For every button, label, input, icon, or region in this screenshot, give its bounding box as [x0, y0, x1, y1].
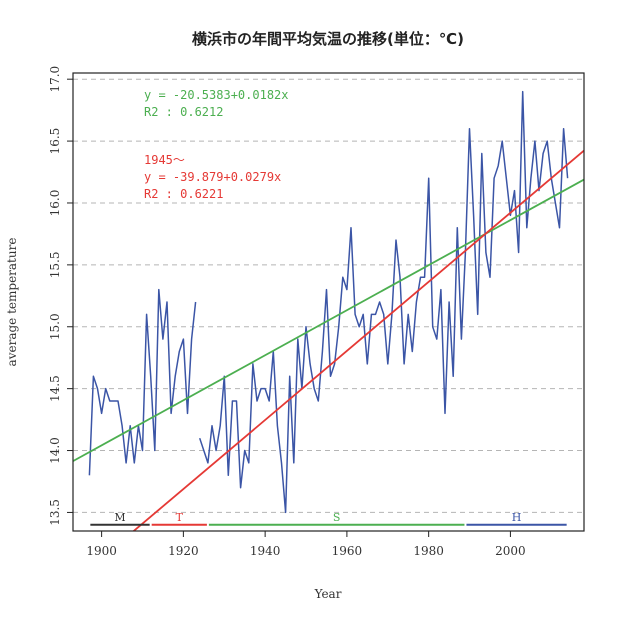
- temperature-line-segment-0: [88, 288, 197, 476]
- grid: [73, 78, 584, 513]
- x-tick-label: 1920: [168, 544, 199, 558]
- chart-title: 横浜市の年間平均気温の推移(単位：℃): [192, 30, 464, 48]
- x-axis-label: Year: [314, 587, 342, 601]
- y-tick-label: 14.5: [48, 375, 62, 402]
- regression-line-2: [132, 149, 584, 531]
- y-axis-label: average temperature: [5, 238, 19, 367]
- y-tick-label: 15.5: [48, 252, 62, 279]
- annotations: y = -20.5383+0.0182x R2 : 0.6212 1945～ y = …: [144, 88, 289, 201]
- y-tick-label: 17.0: [48, 66, 62, 93]
- era-label-T: T: [176, 511, 184, 524]
- era-label-H: H: [512, 511, 522, 524]
- annotation-1-line-2: R2 : 0.6221: [144, 187, 223, 201]
- annotation-0-line-1: R2 : 0.6212: [144, 105, 223, 119]
- x-tick-label: 1940: [250, 544, 281, 558]
- plot-area: [73, 90, 584, 531]
- axes: 1900 1920 1940 1960 1980 2000 13.5 14.0 14.5 15.0…: [48, 66, 526, 558]
- x-tick-label: 1960: [332, 544, 363, 558]
- regression-line-1: [73, 178, 584, 462]
- y-tick-label: 14.0: [48, 437, 62, 464]
- era-label-M: M: [114, 511, 125, 524]
- x-tick-label: 2000: [495, 544, 526, 558]
- plot-frame: [72, 72, 585, 532]
- y-tick-label: 15.0: [48, 313, 62, 340]
- y-tick-label: 13.5: [48, 499, 62, 526]
- annotation-1-line-1: y = -39.879+0.0279x: [144, 170, 281, 184]
- x-tick-label: 1900: [86, 544, 117, 558]
- annotation-1-line-0: 1945～: [144, 153, 185, 167]
- era-label-S: S: [333, 511, 341, 524]
- temperature-line-segment-1: [198, 90, 569, 514]
- y-tick-label: 16.5: [48, 128, 62, 155]
- y-tick-label: 16.0: [48, 190, 62, 217]
- x-tick-label: 1980: [413, 544, 444, 558]
- annotation-0-line-0: y = -20.5383+0.0182x: [144, 88, 289, 102]
